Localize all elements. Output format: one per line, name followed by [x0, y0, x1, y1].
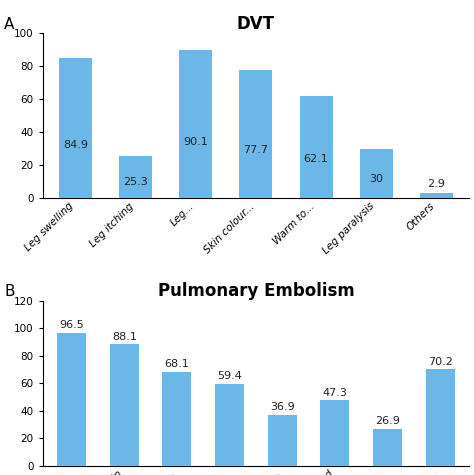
Bar: [119, 156, 152, 198]
Bar: [179, 49, 212, 198]
Text: 30: 30: [369, 174, 383, 184]
Text: 68.1: 68.1: [164, 360, 189, 370]
Bar: [268, 415, 297, 466]
Bar: [419, 193, 453, 198]
Bar: [373, 428, 402, 466]
Text: A: A: [4, 17, 15, 32]
Text: 62.1: 62.1: [304, 154, 328, 164]
Title: Pulmonary Embolism: Pulmonary Embolism: [157, 282, 355, 300]
Text: 36.9: 36.9: [270, 402, 295, 412]
Bar: [57, 333, 86, 466]
Text: 96.5: 96.5: [59, 320, 84, 330]
Bar: [300, 96, 333, 198]
Text: 25.3: 25.3: [123, 177, 148, 187]
Text: 88.1: 88.1: [112, 332, 137, 342]
Text: 2.9: 2.9: [427, 180, 445, 190]
Text: 84.9: 84.9: [63, 140, 88, 150]
Text: B: B: [4, 284, 15, 299]
Bar: [110, 344, 139, 466]
Text: 47.3: 47.3: [322, 388, 347, 398]
Text: 90.1: 90.1: [183, 137, 208, 147]
Title: DVT: DVT: [237, 15, 275, 33]
Bar: [360, 149, 392, 198]
Bar: [163, 372, 191, 466]
Bar: [59, 58, 92, 198]
Text: 26.9: 26.9: [375, 416, 400, 426]
Text: 77.7: 77.7: [244, 144, 268, 154]
Bar: [426, 369, 455, 466]
Bar: [320, 400, 349, 466]
Text: 59.4: 59.4: [217, 371, 242, 381]
Bar: [215, 384, 244, 466]
Text: 70.2: 70.2: [428, 357, 453, 367]
Bar: [239, 70, 273, 198]
